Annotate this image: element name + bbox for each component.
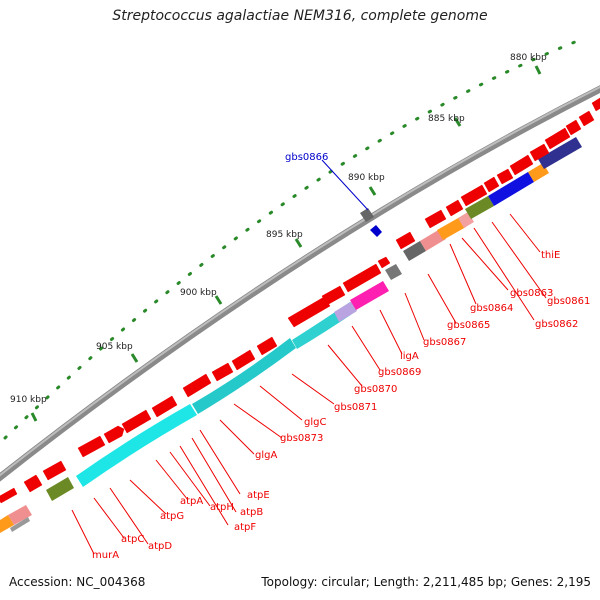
navy-block bbox=[538, 137, 582, 169]
genome-title: Streptococcus agalactiae NEM316, complet… bbox=[112, 8, 488, 24]
tick-880 bbox=[534, 65, 542, 75]
cds-arrow bbox=[23, 474, 43, 493]
cds-arrow bbox=[342, 263, 382, 293]
cds-arrow bbox=[211, 362, 234, 382]
gene-label-atpC: atpC bbox=[121, 534, 144, 545]
highlighted-gene: gbs0866 bbox=[285, 152, 382, 237]
cds-arrow bbox=[287, 296, 331, 328]
cds-arrow bbox=[395, 231, 416, 250]
pink-block-left bbox=[8, 505, 32, 525]
gene-label-gbs0867: gbs0867 bbox=[423, 337, 466, 348]
pink-block bbox=[420, 229, 446, 251]
gene-label-gbs0862: gbs0862 bbox=[535, 319, 578, 330]
gene-label-gbs0865: gbs0865 bbox=[447, 320, 490, 331]
cds-arrow bbox=[591, 97, 600, 112]
gene-label-atpB: atpB bbox=[240, 507, 263, 518]
gene-label-murA: murA bbox=[92, 550, 119, 561]
orange-block bbox=[437, 217, 466, 240]
gene-label-atpD: atpD bbox=[148, 541, 172, 552]
cds-arrow bbox=[256, 336, 278, 356]
gene-label-atpA: atpA bbox=[180, 496, 203, 507]
gray-block-left bbox=[10, 517, 30, 532]
tick-895 bbox=[294, 238, 303, 248]
gene-label-atpF: atpF bbox=[234, 522, 256, 533]
kbp-label-890: 890 kbp bbox=[348, 173, 385, 183]
cds-arrow bbox=[151, 395, 178, 418]
cyan-block-atp bbox=[76, 404, 197, 487]
gene-label-gbs0869: gbs0869 bbox=[378, 367, 421, 378]
cds-arrow bbox=[483, 176, 500, 193]
cds-arrow bbox=[182, 373, 212, 398]
kbp-label-895: 895 kbp bbox=[266, 230, 303, 240]
genome-backbone-highlight bbox=[0, 85, 600, 477]
cds-arrow bbox=[377, 256, 391, 269]
lavender-block bbox=[334, 301, 357, 322]
kbp-label-900: 900 kbp bbox=[180, 288, 217, 298]
kbp-tick-labels: 880 kbp 885 kbp 890 kbp 895 kbp 900 kbp … bbox=[10, 53, 547, 405]
gene-label-atpE: atpE bbox=[247, 490, 270, 501]
tick-910 bbox=[30, 412, 38, 422]
cds-arrow bbox=[496, 168, 514, 185]
gene-class-track bbox=[0, 137, 582, 533]
cyan-block-glg bbox=[192, 338, 296, 414]
gene-label-glgC: glgC bbox=[304, 417, 326, 428]
cds-arrow bbox=[445, 199, 464, 217]
gene-labels: thiE gbs0861 gbs0862 gbs0863 gbs0864 gbs… bbox=[92, 250, 590, 561]
cds-arrow bbox=[544, 127, 571, 150]
label-leaders bbox=[71, 213, 547, 555]
cds-arrow bbox=[103, 425, 125, 444]
topology-label: Topology: circular; Length: 2,211,485 bp… bbox=[261, 575, 591, 589]
cds-arrow bbox=[0, 487, 18, 504]
gene-label-atpG: atpG bbox=[160, 511, 184, 522]
cds-arrow bbox=[509, 154, 534, 176]
cds-arrow bbox=[565, 119, 582, 136]
cds-arrow bbox=[578, 110, 595, 127]
cds-arrow bbox=[77, 435, 106, 458]
kbp-tick-marks bbox=[30, 65, 542, 422]
gene-label-gbs0861: gbs0861 bbox=[547, 296, 590, 307]
tick-885 bbox=[453, 117, 462, 127]
gene-label-thiE: thiE bbox=[541, 250, 560, 261]
cds-arrow bbox=[231, 349, 256, 371]
tick-900 bbox=[214, 295, 223, 305]
kbp-label-885: 885 kbp bbox=[428, 114, 465, 124]
magenta-block bbox=[350, 281, 389, 310]
gbs0866-arrow bbox=[370, 225, 382, 237]
gene-label-gbs0863: gbs0863 bbox=[510, 288, 553, 299]
gray-block-867 bbox=[385, 264, 402, 280]
cds-arrow bbox=[424, 209, 447, 229]
gene-label-glgA: glgA bbox=[255, 450, 277, 461]
gbs0866-leader bbox=[321, 159, 369, 211]
kbp-label-910: 910 kbp bbox=[10, 395, 47, 405]
gbs0866-label: gbs0866 bbox=[285, 152, 328, 163]
gene-label-gbs0864: gbs0864 bbox=[470, 303, 513, 314]
cds-arrow bbox=[460, 184, 488, 207]
tick-905 bbox=[130, 353, 139, 363]
blue-block bbox=[488, 172, 534, 206]
kbp-label-905: 905 kbp bbox=[96, 342, 133, 352]
gene-label-gbs0870: gbs0870 bbox=[354, 384, 397, 395]
gene-label-atpH: atpH bbox=[210, 502, 234, 513]
kbp-label-880: 880 kbp bbox=[510, 53, 547, 63]
cds-arrow bbox=[321, 285, 346, 306]
tick-890 bbox=[368, 186, 377, 196]
olive-block-mura bbox=[46, 477, 74, 501]
olive-block-863 bbox=[465, 196, 494, 219]
cds-arrow bbox=[42, 460, 67, 481]
accession-label: Accession: NC_004368 bbox=[9, 575, 146, 589]
gbs0866-gray-block bbox=[360, 208, 374, 222]
gene-label-gbs0871: gbs0871 bbox=[334, 402, 377, 413]
gray-block-866b bbox=[403, 241, 426, 261]
cds-track bbox=[0, 97, 600, 504]
orange-block-left bbox=[0, 515, 14, 533]
gene-label-ligA: ligA bbox=[400, 351, 419, 362]
genome-backbone bbox=[0, 85, 600, 482]
gene-label-gbs0873: gbs0873 bbox=[280, 433, 323, 444]
cds-arrow bbox=[121, 409, 152, 434]
cds-arrow bbox=[529, 143, 550, 162]
